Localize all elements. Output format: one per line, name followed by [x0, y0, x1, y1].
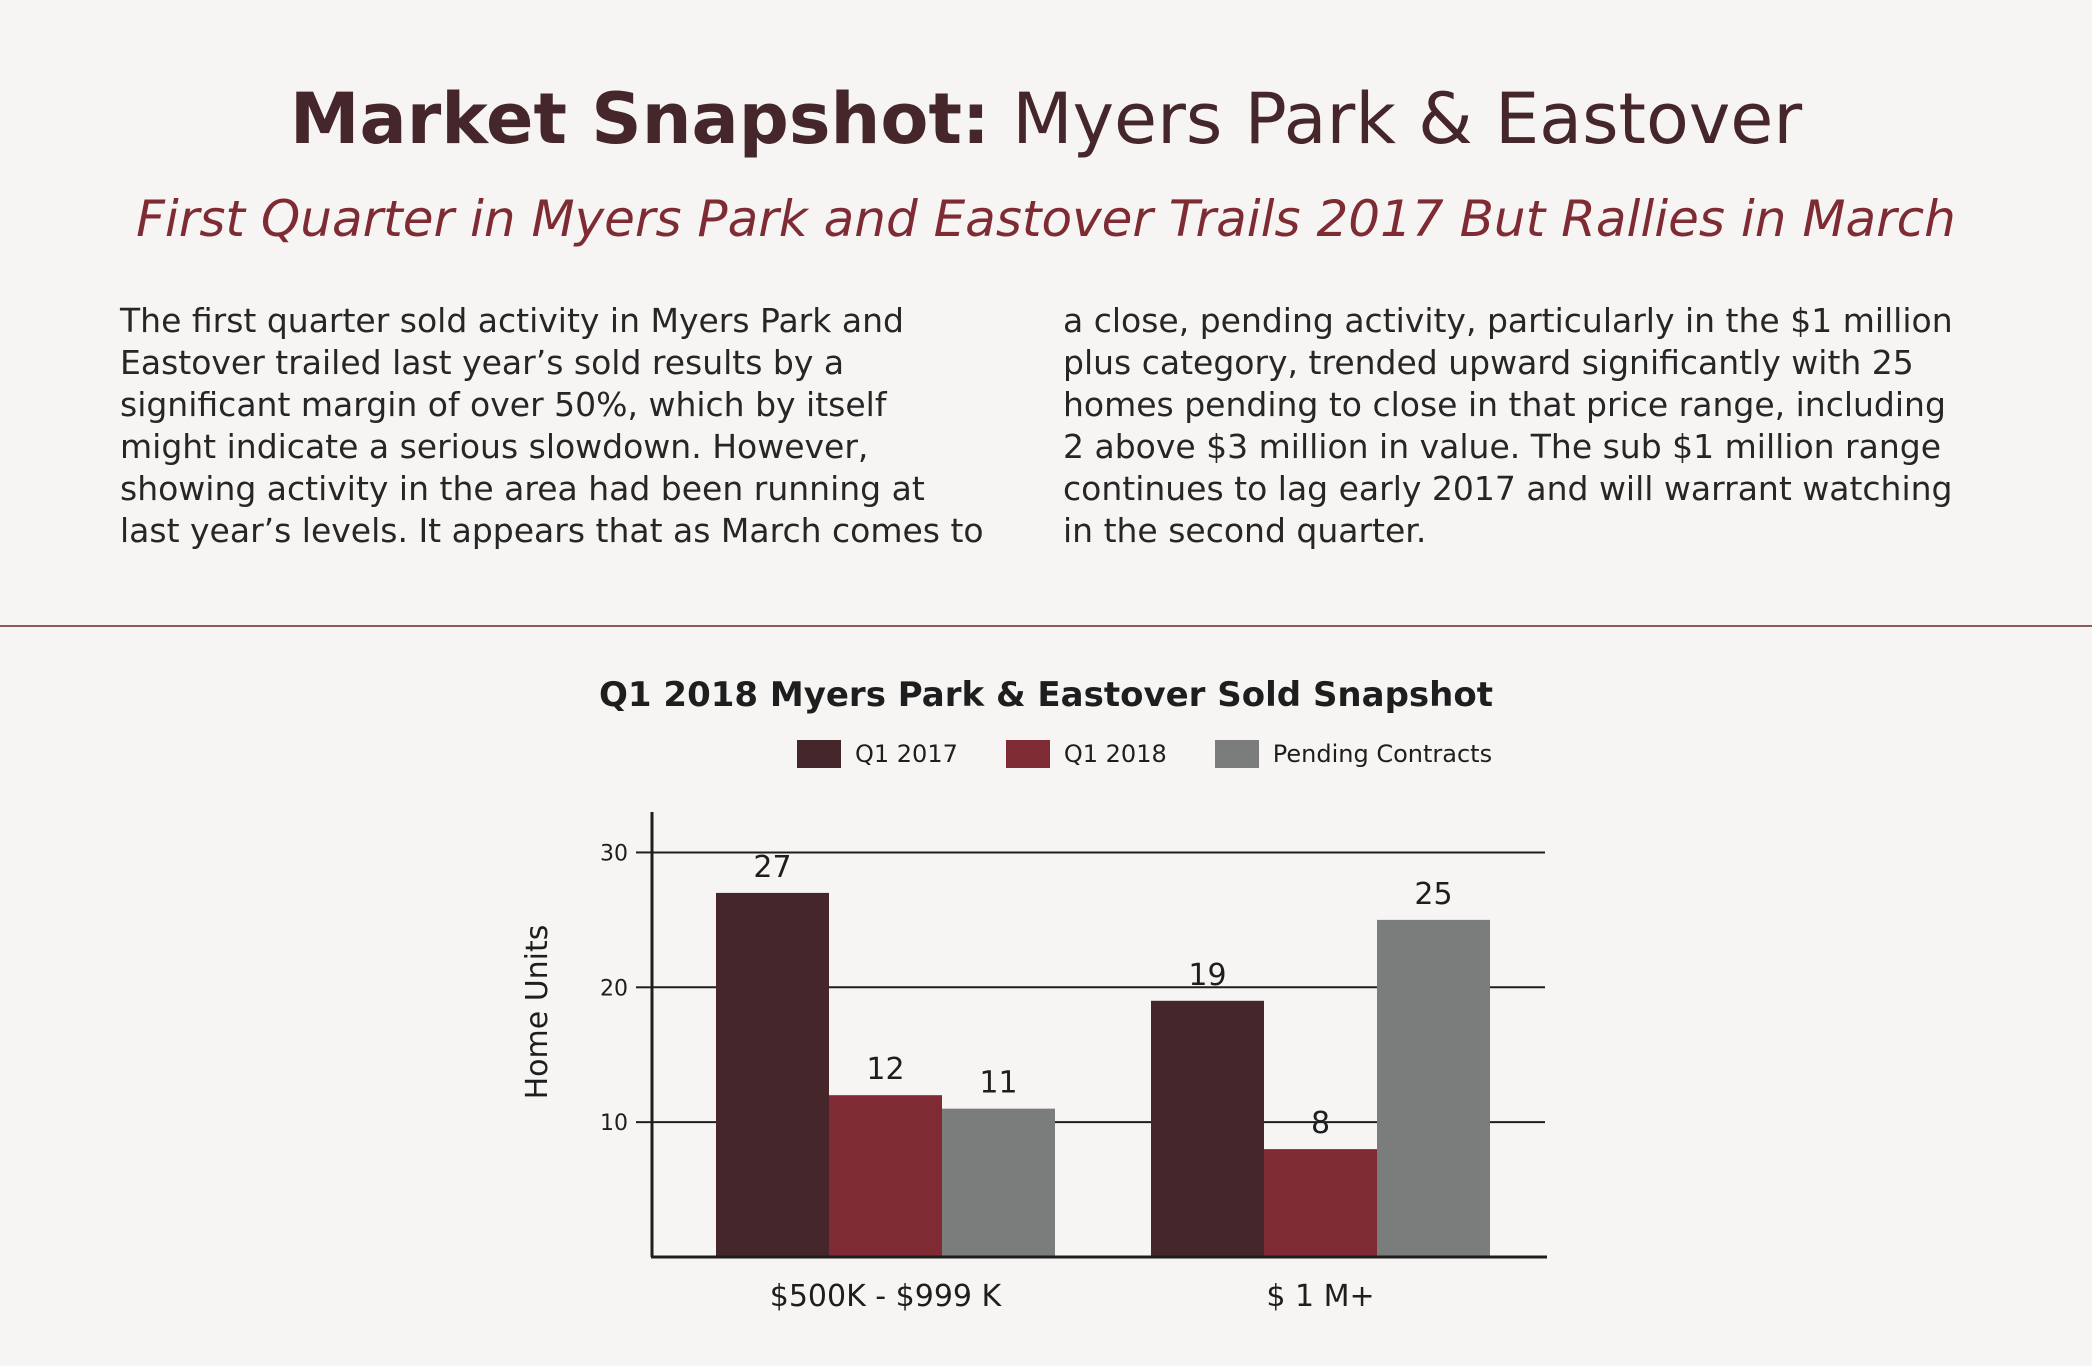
- data-label: 27: [753, 850, 791, 885]
- body-text-left: The first quarter sold activity in Myers…: [120, 300, 1000, 552]
- body-line: significant margin of over 50%, which by…: [120, 385, 887, 424]
- x-tick-label: $ 1 M+: [1266, 1279, 1374, 1314]
- chart-legend: Q1 2017 Q1 2018 Pending Contracts: [797, 740, 1540, 768]
- y-tick-label: 10: [600, 1111, 628, 1136]
- body-line: continues to lag early 2017 and will war…: [1063, 469, 1953, 508]
- bar: [829, 1095, 942, 1257]
- page-title-light: Myers Park & Eastover: [1012, 78, 1803, 160]
- section-divider: [0, 625, 2092, 627]
- y-tick-label: 30: [600, 841, 628, 866]
- legend-item-pending: Pending Contracts: [1214, 740, 1493, 768]
- legend-item-q1-2018: Q1 2018: [1005, 740, 1167, 768]
- bar: [1151, 1000, 1264, 1257]
- legend-swatch: [1214, 740, 1259, 768]
- body-line: Eastover trailed last year’s sold result…: [120, 343, 845, 382]
- bar: [1264, 1149, 1377, 1257]
- body-line: 2 above $3 million in value. The sub $1 …: [1063, 427, 1942, 466]
- bar: [1377, 919, 1490, 1257]
- legend-item-q1-2017: Q1 2017: [797, 740, 958, 768]
- page-subtitle: First Quarter in Myers Park and Eastover…: [136, 190, 1956, 248]
- body-line: might indicate a serious slowdown. Howev…: [120, 427, 869, 466]
- legend-label: Pending Contracts: [1272, 740, 1493, 768]
- data-label: 8: [1311, 1106, 1330, 1141]
- body-line: last year’s levels. It appears that as M…: [120, 511, 984, 550]
- page-title: Market Snapshot: Myers Park & Eastover: [0, 78, 2092, 160]
- data-label: 12: [866, 1052, 904, 1087]
- y-tick-label: 20: [600, 976, 628, 1001]
- body-line: a close, pending activity, particularly …: [1063, 301, 1953, 340]
- x-tick-label: $500K - $999 K: [770, 1279, 1003, 1314]
- body-text-right: a close, pending activity, particularly …: [1063, 300, 1953, 552]
- bar: [942, 1108, 1055, 1257]
- body-line: homes pending to close in that price ran…: [1063, 385, 1946, 424]
- body-line: in the second quarter.: [1063, 511, 1427, 550]
- legend-label: Q1 2017: [855, 740, 958, 768]
- page-title-bold: Market Snapshot:: [289, 78, 990, 160]
- legend-label: Q1 2018: [1063, 740, 1167, 768]
- chart-title: Q1 2018 Myers Park & Eastover Sold Snaps…: [599, 675, 1493, 715]
- bar: [716, 892, 829, 1257]
- data-label: 25: [1414, 877, 1452, 912]
- legend-swatch: [797, 740, 841, 768]
- body-line: The first quarter sold activity in Myers…: [120, 301, 904, 340]
- data-label: 19: [1188, 958, 1226, 993]
- data-label: 11: [979, 1066, 1017, 1101]
- legend-swatch: [1005, 740, 1050, 768]
- y-axis-label: Home Units: [520, 925, 555, 1100]
- body-line: showing activity in the area had been ru…: [120, 469, 925, 508]
- body-line: plus category, trended upward significan…: [1063, 343, 1914, 382]
